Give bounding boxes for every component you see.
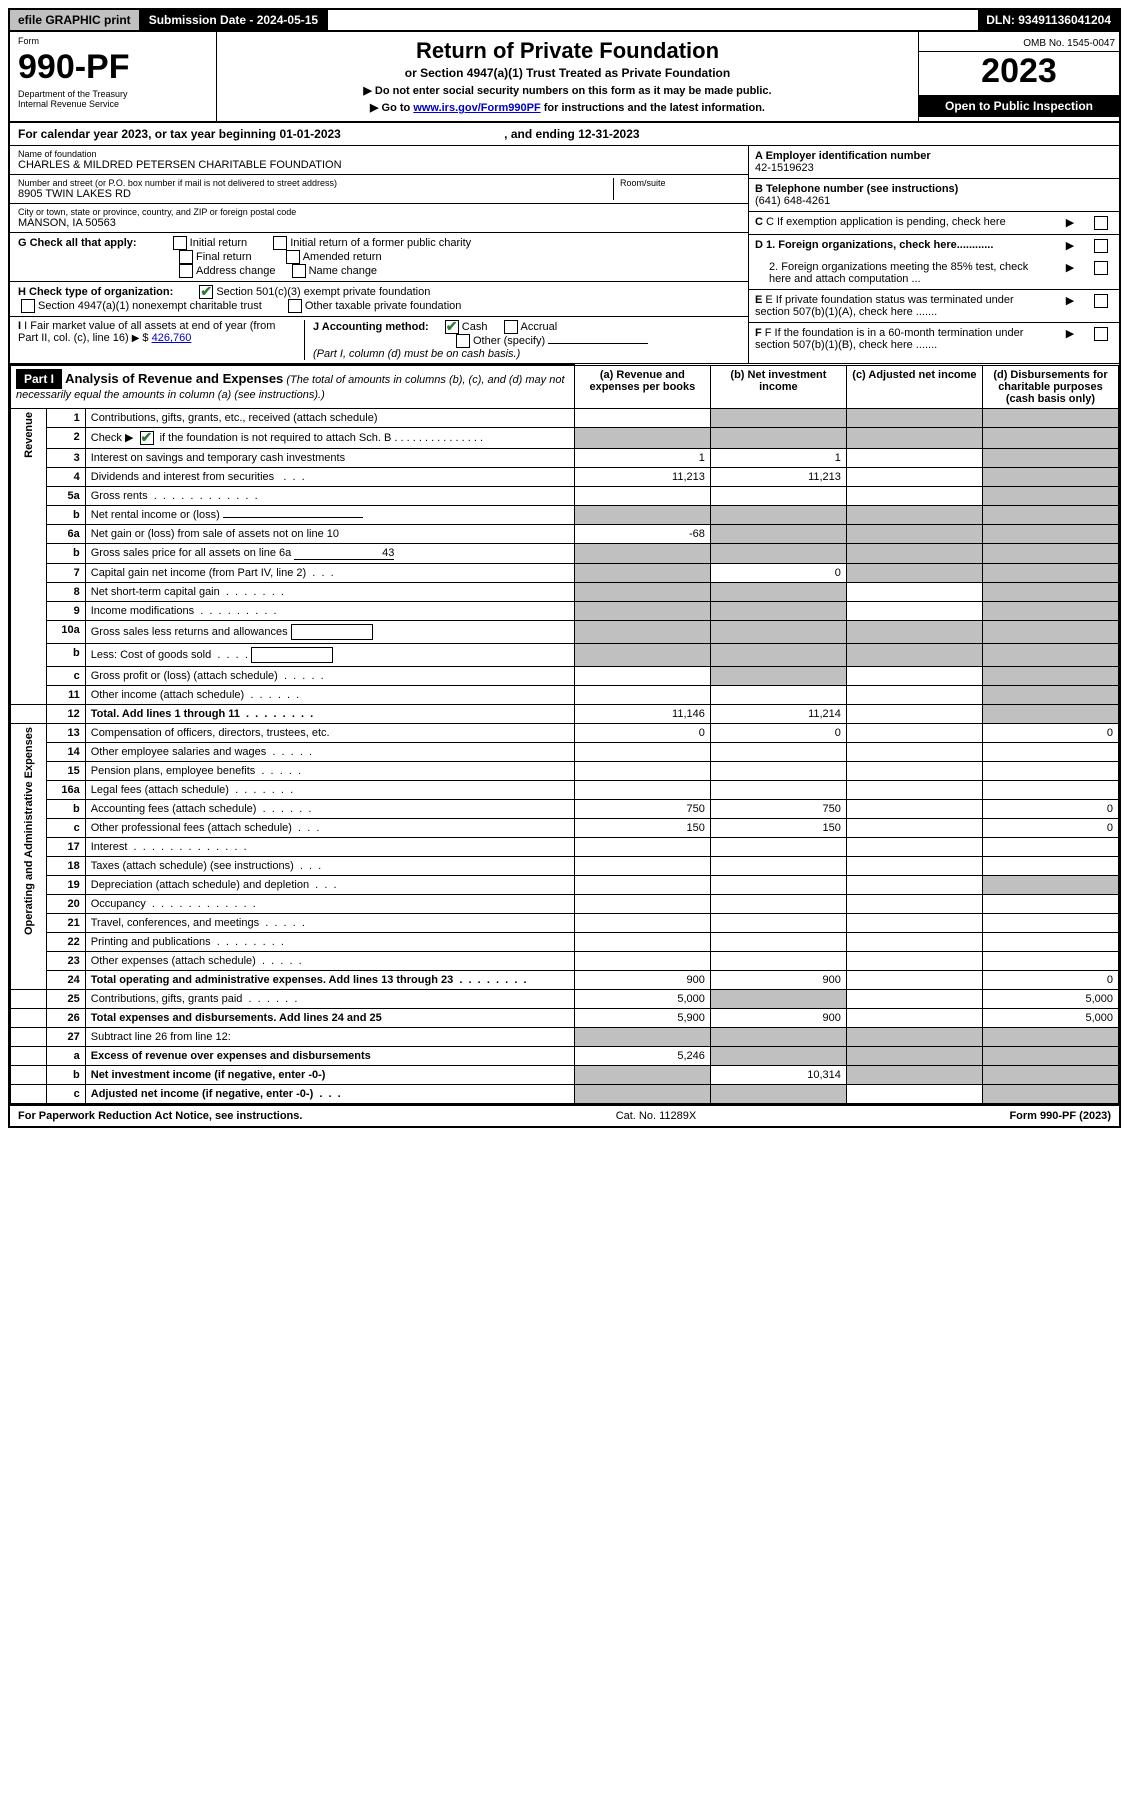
form-subtitle: or Section 4947(a)(1) Trust Treated as P… [225,66,910,80]
checkbox-other-method[interactable] [456,334,470,348]
checkbox-amended[interactable] [286,250,300,264]
checkbox-cash[interactable] [445,320,459,334]
expenses-side-label: Operating and Administrative Expenses [11,723,47,989]
room-label: Room/suite [620,178,740,188]
checkbox-accrual[interactable] [504,320,518,334]
checkbox-other-taxable[interactable] [288,299,302,313]
header-left: Form 990-PF Department of the Treasury I… [10,32,217,121]
part1-table: Part I Analysis of Revenue and Expenses … [10,364,1119,1104]
tax-period: For calendar year 2023, or tax year begi… [10,123,1119,146]
part1-badge: Part I [16,369,62,389]
efile-badge: efile GRAPHIC print [10,10,141,30]
checkbox-initial-return[interactable] [173,236,187,250]
header-right: OMB No. 1545-0047 2023 Open to Public In… [918,32,1119,121]
checkbox-507b1a[interactable] [1094,294,1108,308]
checkbox-85pct[interactable] [1094,261,1108,275]
col-b-header: (b) Net investment income [710,365,846,408]
foundation-name-cell: Name of foundation CHARLES & MILDRED PET… [10,146,748,175]
address-cell: Number and street (or P.O. box number if… [10,175,748,204]
checkbox-initial-former[interactable] [273,236,287,250]
entity-right: A Employer identification number42-15196… [748,146,1119,363]
checkbox-name-change[interactable] [292,264,306,278]
entity-info: Name of foundation CHARLES & MILDRED PET… [10,146,1119,364]
footer: For Paperwork Reduction Act Notice, see … [10,1104,1119,1126]
ein: 42-1519623 [755,162,814,174]
footer-left: For Paperwork Reduction Act Notice, see … [18,1110,302,1122]
dept-label: Department of the Treasury [18,89,208,99]
checkbox-foreign-org[interactable] [1094,239,1108,253]
telephone: (641) 648-4261 [755,195,830,207]
section-g: G Check all that apply: Initial return I… [10,233,748,282]
public-inspection: Open to Public Inspection [919,95,1119,117]
tax-year: 2023 [919,52,1119,91]
dln: DLN: 93491136041204 [978,10,1119,30]
form-container: efile GRAPHIC print Submission Date - 20… [8,8,1121,1128]
col-d-header: (d) Disbursements for charitable purpose… [982,365,1118,408]
submission-date: Submission Date - 2024-05-15 [141,10,328,30]
checkbox-address-change[interactable] [179,264,193,278]
top-bar: efile GRAPHIC print Submission Date - 20… [10,10,1119,32]
omb-number: OMB No. 1545-0047 [919,36,1119,52]
checkbox-final-return[interactable] [179,250,193,264]
checkbox-507b1b[interactable] [1094,327,1108,341]
revenue-side-label: Revenue [11,408,47,704]
form-title: Return of Private Foundation [225,38,910,64]
foundation-name: CHARLES & MILDRED PETERSEN CHARITABLE FO… [18,159,740,171]
checkbox-sch-b[interactable] [140,431,154,445]
form-header: Form 990-PF Department of the Treasury I… [10,32,1119,123]
street-address: 8905 TWIN LAKES RD [18,188,613,200]
note-goto: ▶ Go to www.irs.gov/Form990PF for instru… [225,101,910,114]
city-state-zip: MANSON, IA 50563 [18,217,740,229]
form-link[interactable]: www.irs.gov/Form990PF [413,102,540,114]
note-ssn: ▶ Do not enter social security numbers o… [225,84,910,97]
section-i: I I Fair market value of all assets at e… [18,320,305,360]
checkbox-exemption-pending[interactable] [1094,216,1108,230]
section-ij: I I Fair market value of all assets at e… [10,317,748,363]
fmv-link[interactable]: 426,760 [152,332,192,344]
section-j: J Accounting method: Cash Accrual Other … [305,320,740,360]
footer-right: Form 990-PF (2023) [1009,1110,1111,1122]
irs-label: Internal Revenue Service [18,99,208,109]
form-label: Form [18,36,208,46]
col-a-header: (a) Revenue and expenses per books [574,365,710,408]
entity-left: Name of foundation CHARLES & MILDRED PET… [10,146,748,363]
checkbox-4947a1[interactable] [21,299,35,313]
city-cell: City or town, state or province, country… [10,204,748,233]
header-middle: Return of Private Foundation or Section … [217,32,918,121]
section-h: H Check type of organization: Section 50… [10,282,748,317]
form-number: 990-PF [18,48,208,87]
checkbox-501c3[interactable] [199,285,213,299]
col-c-header: (c) Adjusted net income [846,365,982,408]
footer-mid: Cat. No. 11289X [616,1110,697,1122]
